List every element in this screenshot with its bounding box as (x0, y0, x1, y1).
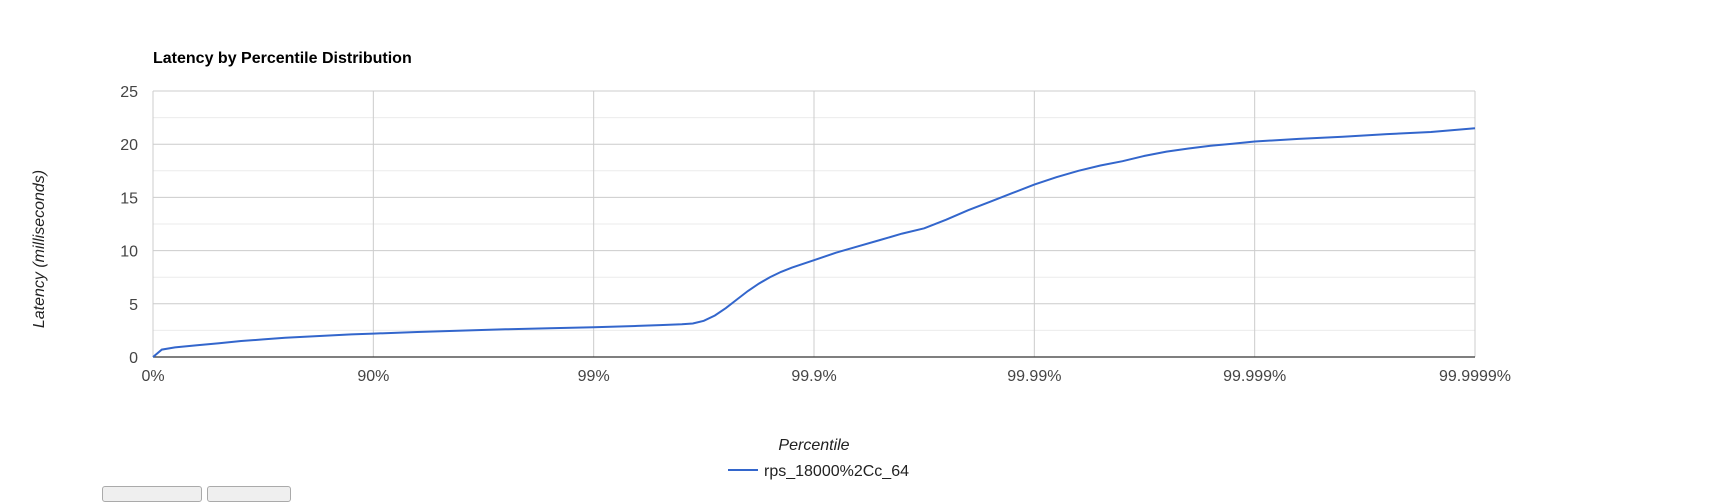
footer-button-1[interactable] (102, 486, 202, 502)
footer-button-2[interactable] (207, 486, 291, 502)
chart-title: Latency by Percentile Distribution (153, 50, 412, 67)
series-group (152, 127, 1476, 358)
chart-grid (152, 90, 1476, 358)
series-line-0 (152, 127, 1476, 358)
x-tick-label: 99% (578, 368, 610, 385)
y-tick-label: 0 (129, 350, 138, 367)
x-tick-label: 0% (141, 368, 164, 385)
x-tick-label: 99.9999% (1439, 368, 1511, 385)
y-tick-label: 5 (129, 297, 138, 314)
x-tick-label: 90% (357, 368, 389, 385)
x-tick-label: 99.99% (1007, 368, 1061, 385)
legend-entry: rps_18000%2Cc_64 (764, 463, 909, 480)
y-tick-label: 20 (120, 137, 138, 154)
y-tick-label: 10 (120, 244, 138, 261)
x-axis-ticks: 0% 90% 99% 99.9% 99.99% 99.999% 99.9999% (141, 368, 1511, 385)
x-axis-label: Percentile (778, 437, 849, 454)
x-tick-label: 99.9% (791, 368, 836, 385)
x-tick-label: 99.999% (1223, 368, 1286, 385)
y-tick-label: 15 (120, 190, 138, 207)
footer-controls (0, 486, 400, 502)
y-tick-label: 25 (120, 84, 138, 101)
y-axis-ticks: 0 5 10 15 20 25 (120, 84, 138, 367)
legend[interactable]: rps_18000%2Cc_64 (728, 463, 909, 480)
y-axis-label: Latency (milliseconds) (31, 170, 48, 328)
